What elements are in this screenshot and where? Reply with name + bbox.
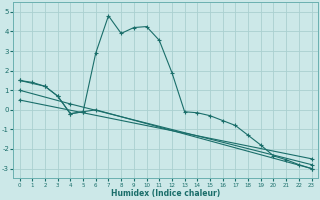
X-axis label: Humidex (Indice chaleur): Humidex (Indice chaleur) [111, 189, 220, 198]
